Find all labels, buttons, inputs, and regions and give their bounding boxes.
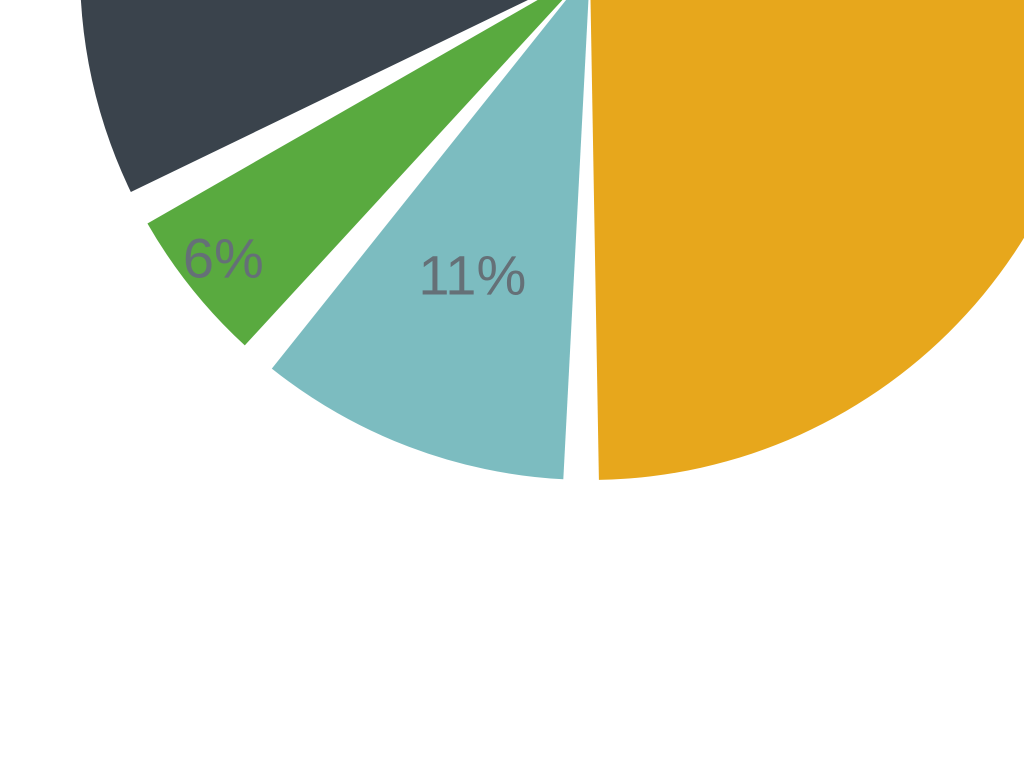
pie-slice-label-green: 6% (183, 227, 264, 290)
pie-chart: 11%6%18% (0, 0, 1024, 783)
pie-chart-container: 11%6%18% (0, 0, 1024, 783)
pie-slice-amber (590, 0, 1024, 480)
pie-slice-label-teal-bottom: 11% (418, 244, 526, 307)
